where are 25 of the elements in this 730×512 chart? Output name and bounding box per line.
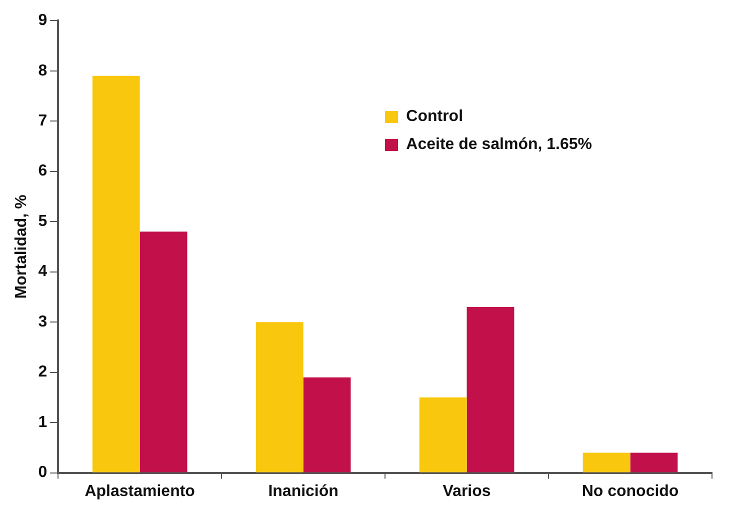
bar	[582, 452, 630, 472]
y-axis-title: Mortalidad, %	[13, 194, 30, 299]
x-tick-label: Varios	[442, 482, 491, 500]
y-tick-label: 2	[38, 364, 48, 381]
y-tick-label: 7	[38, 112, 48, 130]
y-tick-label: 1	[38, 414, 48, 431]
y-tick-label: 6	[38, 162, 48, 180]
y-tick-label: 8	[38, 62, 48, 80]
bar	[92, 76, 140, 472]
legend-label: Control	[406, 108, 464, 126]
x-tick-label: Inanición	[268, 482, 338, 500]
bar	[256, 322, 304, 472]
x-tick-label: No conocido	[582, 482, 679, 500]
bar	[140, 232, 188, 472]
y-tick-label: 9	[38, 12, 48, 30]
y-tick-label: 4	[38, 263, 48, 280]
y-tick-label: 3	[38, 313, 48, 330]
y-tick-label: 5	[38, 212, 48, 230]
bar	[303, 377, 351, 472]
bar	[466, 306, 514, 472]
bar	[419, 397, 467, 472]
y-tick-label: 0	[38, 464, 48, 482]
bar	[630, 452, 678, 472]
x-tick-label: Aplastamiento	[84, 482, 196, 500]
legend-label: Aceite de salmón, 1.65%	[406, 136, 592, 154]
